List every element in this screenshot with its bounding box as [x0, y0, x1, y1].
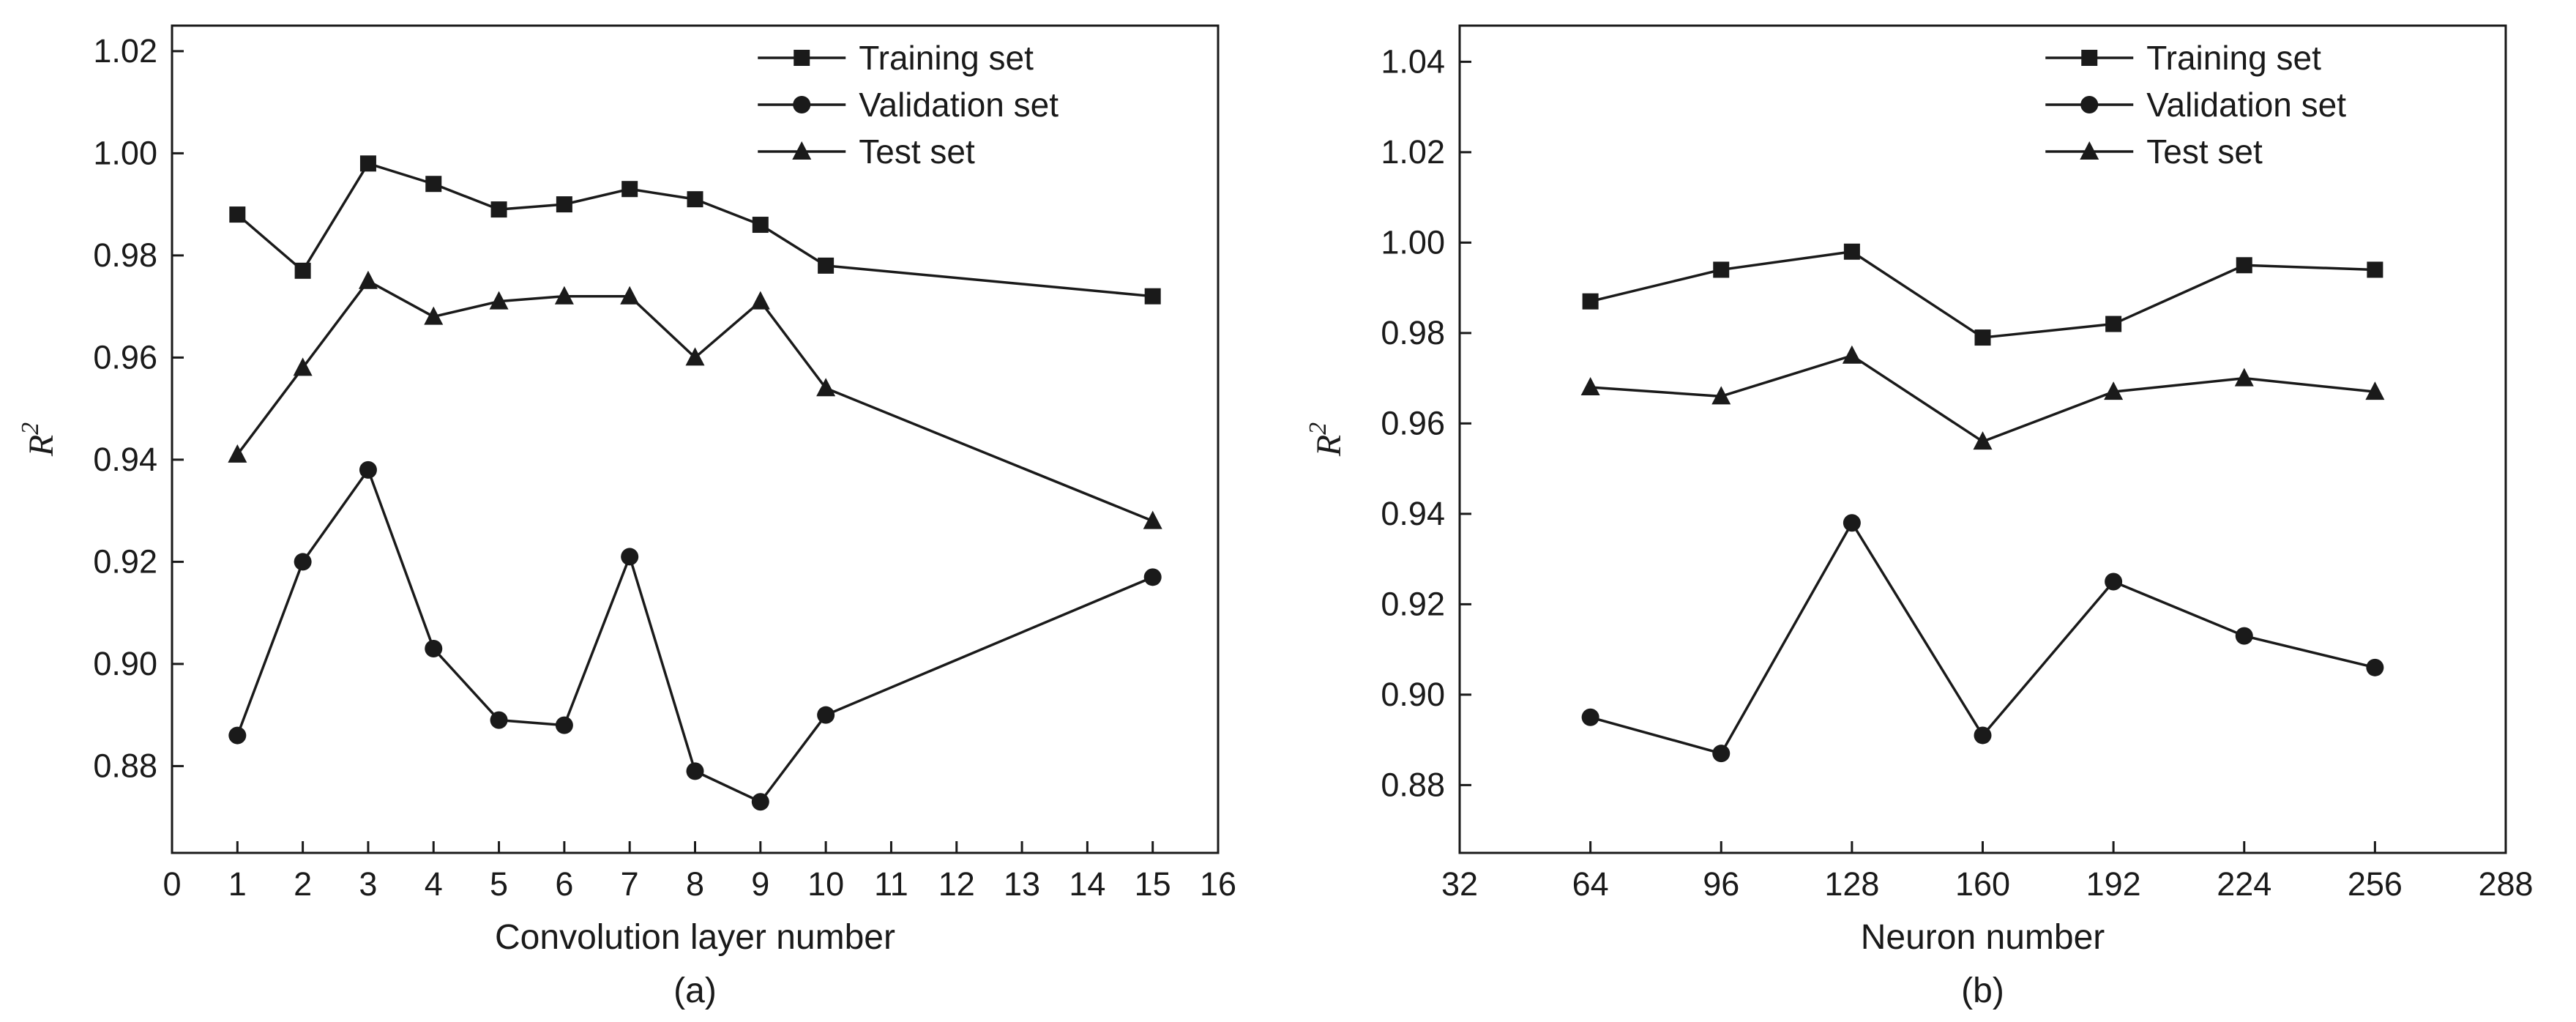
- y-tick-label: 0.90: [1381, 676, 1445, 713]
- legend-label: Validation set: [2146, 86, 2346, 124]
- y-tick-label: 1.00: [93, 134, 157, 171]
- x-tick-label: 96: [1703, 865, 1739, 903]
- series-validation-set: [228, 460, 1162, 811]
- x-tick-label: 6: [555, 865, 573, 903]
- x-tick-label: 15: [1135, 865, 1171, 903]
- figure-panel-a: 0 1 2 3 4 5 6 7 8 9 10 11 12 13 14 15 16 0.88 0.90 0.92 0.94…: [17, 24, 1236, 1010]
- x-tick-label: 1: [228, 865, 247, 903]
- legend-label: Test set: [2146, 133, 2263, 171]
- legend-label: Test set: [859, 133, 975, 171]
- x-tick-label: 7: [621, 865, 639, 903]
- chart-b: 32 64 96 128 160 192 224 256 288 0.88 0.90 0.92 0.94…: [1304, 24, 2534, 957]
- legend-label: Training set: [859, 39, 1034, 77]
- y-tick-label: 0.98: [1381, 314, 1445, 351]
- figure-panel-b: 32 64 96 128 160 192 224 256 288 0.88 0.90 0.92 0.94…: [1288, 0, 2575, 1022]
- y-axis-label: R2: [17, 422, 61, 457]
- x-tick-label: 128: [1824, 865, 1879, 903]
- y-tick-label: 0.88: [1381, 766, 1445, 803]
- x-tick-label: 160: [1955, 865, 2010, 903]
- y-tick-label: 0.96: [1381, 404, 1445, 441]
- legend-label: Training set: [2146, 39, 2321, 77]
- plot-frame: [171, 24, 1220, 854]
- y-axis-label: R2: [1304, 422, 1348, 457]
- x-tick-label: 9: [751, 865, 769, 903]
- series-test-set: [228, 270, 1162, 529]
- y-tick-label: 0.92: [1381, 585, 1445, 622]
- y-tick-label: 0.90: [93, 645, 157, 682]
- y-tick-label: 0.94: [1381, 495, 1445, 532]
- y-tick-label: 0.88: [93, 747, 157, 784]
- y-tick-label: 0.98: [93, 236, 157, 274]
- legend-label: Validation set: [859, 86, 1059, 124]
- y-tick-label: 1.02: [93, 32, 157, 70]
- series-training-set: [1582, 243, 2383, 346]
- x-tick-label: 2: [294, 865, 312, 903]
- y-tick-label: 1.00: [1381, 223, 1445, 261]
- y-tick-label: 0.92: [93, 542, 157, 580]
- x-tick-label: 32: [1441, 865, 1478, 903]
- y-tick-label: 0.96: [93, 338, 157, 376]
- x-tick-label: 14: [1069, 865, 1105, 903]
- x-tick-label: 0: [163, 865, 181, 903]
- x-tick-label: 3: [359, 865, 377, 903]
- series-test-set: [1580, 345, 2385, 450]
- x-tick-label: 12: [938, 865, 975, 903]
- x-tick-label: 288: [2478, 865, 2533, 903]
- x-tick-label: 64: [1572, 865, 1609, 903]
- x-axis-label: Convolution layer number: [495, 918, 895, 957]
- legend: [758, 50, 846, 160]
- x-tick-label: 192: [2086, 865, 2141, 903]
- y-tick-label: 0.94: [93, 441, 157, 478]
- x-tick-label: 5: [490, 865, 508, 903]
- series-validation-set: [1581, 514, 2384, 763]
- y-tick-label: 1.04: [1381, 42, 1445, 80]
- x-tick-label: 8: [686, 865, 704, 903]
- x-tick-label: 4: [425, 865, 443, 903]
- x-tick-label: 10: [807, 865, 844, 903]
- caption-a: (a): [673, 971, 717, 1010]
- chart-a: 0 1 2 3 4 5 6 7 8 9 10 11 12 13 14 15 160.880.900.920.94…: [17, 24, 1236, 957]
- x-tick-label: 13: [1004, 865, 1040, 903]
- x-tick-label: 256: [2348, 865, 2403, 903]
- x-tick-label: 11: [874, 865, 908, 903]
- x-axis-label: Neuron number: [1861, 918, 2105, 957]
- x-tick-label: 16: [1200, 865, 1236, 903]
- x-tick-label: 224: [2217, 865, 2271, 903]
- series-training-set: [229, 155, 1161, 305]
- caption-b: (b): [1961, 971, 2004, 1010]
- legend: [2045, 50, 2134, 160]
- y-tick-label: 1.02: [1381, 133, 1445, 171]
